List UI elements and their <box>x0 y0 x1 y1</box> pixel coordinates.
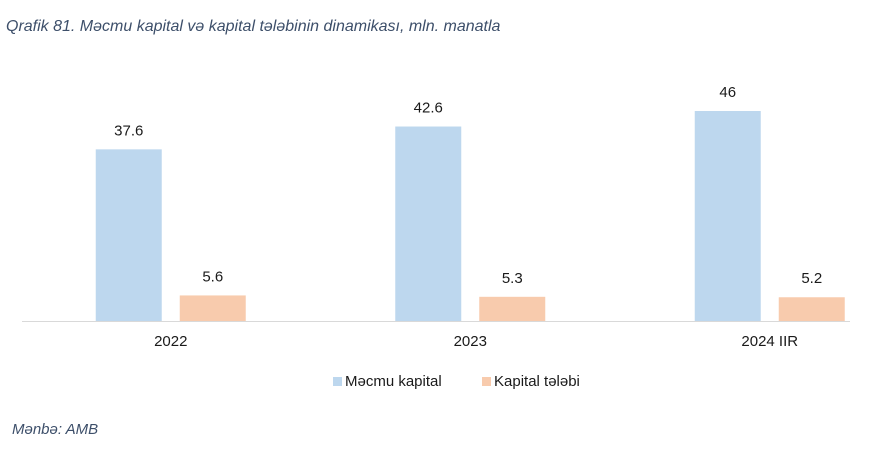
bar <box>778 297 845 321</box>
bar <box>395 126 462 322</box>
bar <box>694 111 761 321</box>
data-label: 5.2 <box>801 270 822 287</box>
data-label: 5.3 <box>502 270 523 287</box>
legend-label: Kapital tələbi <box>494 373 580 390</box>
legend-swatch <box>482 377 491 386</box>
data-label: 46 <box>719 84 736 101</box>
bar <box>479 296 546 321</box>
bar <box>95 149 162 321</box>
bar <box>179 295 246 321</box>
legend-label: Məcmu kapital <box>345 373 442 390</box>
chart-title: Qrafik 81. Məcmu kapital və kapital tələ… <box>6 18 501 35</box>
data-label: 5.6 <box>202 268 223 285</box>
data-label: 37.6 <box>114 122 143 139</box>
x-tick-label: 2024 IIR <box>741 333 798 350</box>
data-label: 42.6 <box>414 99 443 116</box>
source: Mənbə: AMB <box>12 421 98 438</box>
x-tick-label: 2023 <box>454 333 487 350</box>
x-tick-label: 2022 <box>154 333 187 350</box>
legend-swatch <box>333 377 342 386</box>
